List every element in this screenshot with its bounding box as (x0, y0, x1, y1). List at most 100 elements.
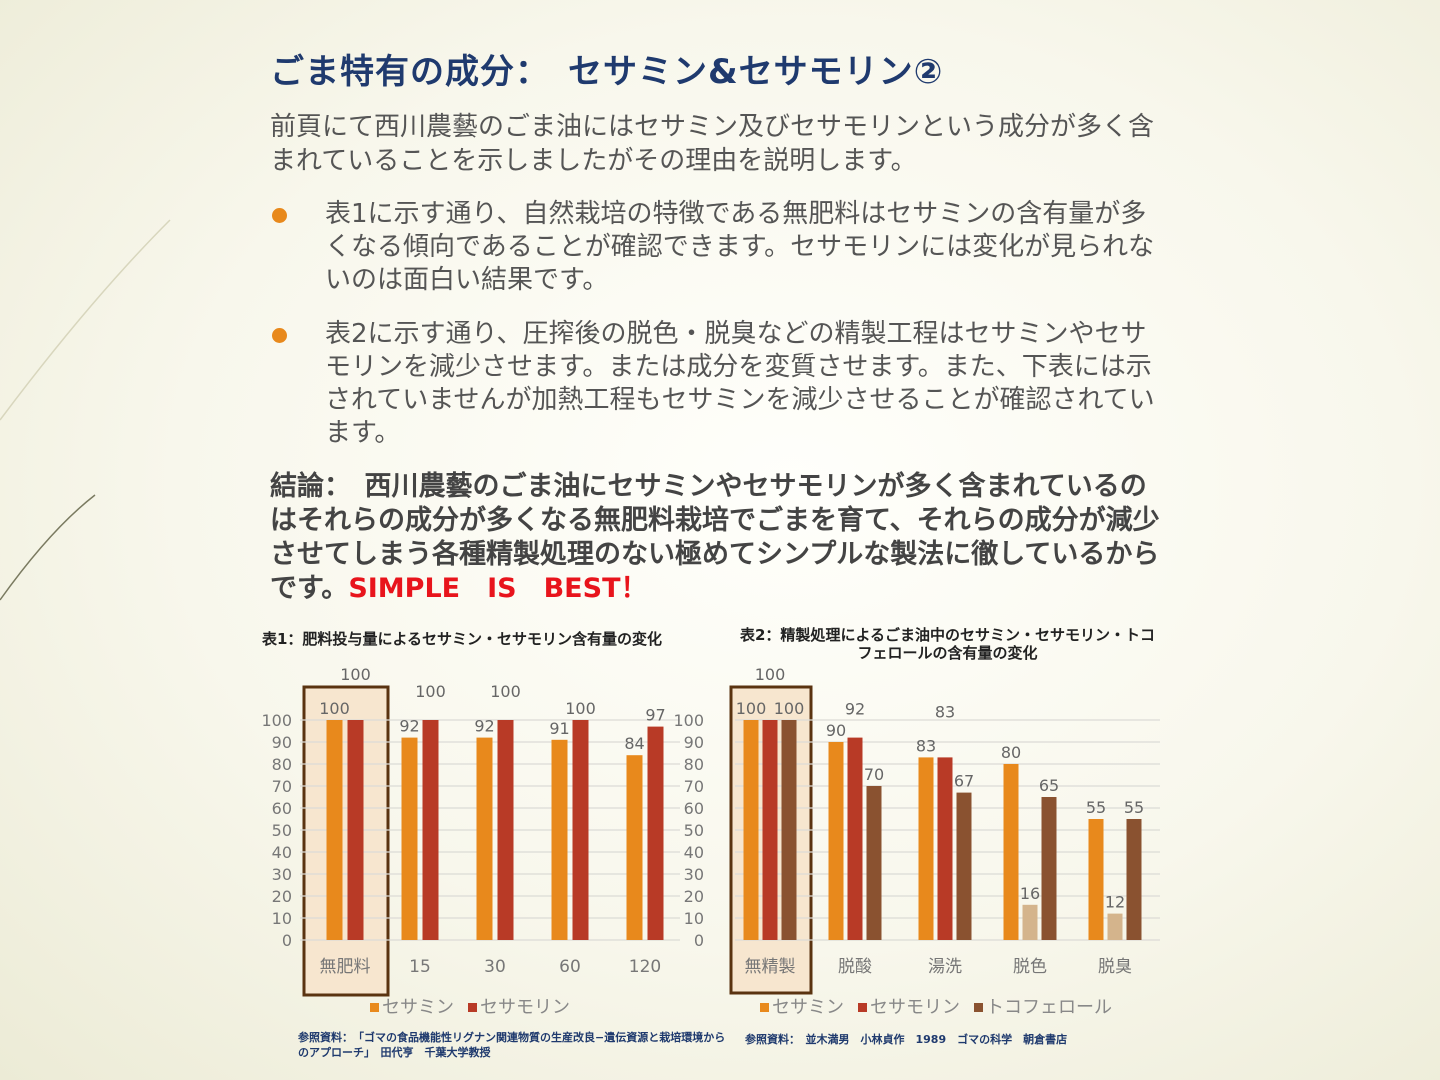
y-tick-label: 80 (272, 755, 292, 774)
bar-セサモリン-無肥料 (347, 720, 364, 940)
bar-セサミン-120 (626, 755, 643, 940)
bullet-1: 表1に示す通り、自然栽培の特徴である無肥料はセサミンの含有量が多くなる傾向である… (270, 198, 1170, 297)
y-tick-label: 100 (261, 711, 292, 730)
y-tick-label: 30 (684, 865, 704, 884)
y-tick-label: 20 (684, 887, 704, 906)
bar-セサミン-無精製 (743, 720, 759, 940)
legend-label: セサモリン (870, 997, 960, 1018)
legend-swatch (760, 1003, 769, 1012)
y-tick-label: 50 (684, 821, 704, 840)
legend-label: セサミン (382, 997, 454, 1018)
data-label: 12 (1105, 893, 1125, 912)
slogan: SIMPLE IS BEST！ (348, 573, 648, 604)
x-tick-label: 脱臭 (1098, 957, 1132, 977)
data-label: 92 (474, 717, 494, 736)
x-tick-label: 60 (559, 957, 581, 977)
conclusion: 結論： 西川農藝のごま油にセサミンやセサモリンが多く含まれているのはそれらの成分… (270, 470, 1170, 606)
bar-セサモリン-湯洗 (937, 757, 953, 940)
x-tick-label: 無肥料 (320, 957, 371, 977)
bar-セサミン-60 (551, 739, 568, 940)
data-label: 100 (774, 699, 805, 718)
legend-label: セサモリン (480, 997, 570, 1018)
bar-セサミン-湯洗 (918, 757, 934, 940)
bullet-dot-icon (272, 208, 287, 223)
legend-swatch (370, 1003, 379, 1012)
y-tick-label: 90 (684, 733, 704, 752)
decorative-lines (0, 219, 171, 601)
y-tick-label: 40 (684, 843, 704, 862)
data-label: 100 (565, 699, 596, 718)
data-label: 100 (490, 682, 521, 701)
intro-text: 前頁にて西川農藝のごま油にはセサミン及びセサモリンという成分が多く含まれているこ… (270, 112, 1155, 176)
bar-セサモリン-60 (572, 720, 589, 940)
bar-トコフェロール-脱酸 (866, 786, 882, 940)
data-label: 55 (1124, 798, 1144, 817)
x-tick-label: 15 (409, 957, 431, 977)
bullet-text: 表2に示す通り、圧搾後の脱色・脱臭などの精製工程はセサミンやセサモリンを減少させ… (325, 319, 1155, 448)
data-label: 92 (845, 700, 865, 719)
y-tick-label: 0 (282, 931, 292, 950)
chart2-reference: 参照資料： 並木満男 小林貞作 1989 ゴマの科学 朝倉書店 (745, 1033, 1068, 1046)
data-label: 92 (399, 717, 419, 736)
bar-セサモリン-脱色 (1022, 904, 1038, 940)
legend-label: セサミン (772, 997, 844, 1018)
y-tick-label: 80 (684, 755, 704, 774)
bullet-dot-icon (272, 328, 287, 343)
legend-swatch (974, 1003, 983, 1012)
x-tick-label: 脱酸 (838, 957, 872, 977)
conclusion-text: 結論： 西川農藝のごま油にセサミンやセサモリンが多く含まれているのはそれらの成分… (270, 471, 1160, 604)
bar-セサミン-無肥料 (326, 720, 343, 940)
x-tick-label: 湯洗 (928, 957, 962, 977)
y-tick-label: 40 (272, 843, 292, 862)
x-tick-label: 120 (629, 957, 661, 977)
bar-セサモリン-30 (497, 720, 514, 940)
data-label: 65 (1039, 776, 1059, 795)
data-label: 100 (319, 699, 350, 718)
y-tick-label: 10 (272, 909, 292, 928)
bar-セサモリン-脱酸 (847, 737, 863, 940)
data-label: 91 (549, 719, 569, 738)
bar-セサミン-15 (401, 737, 418, 940)
bar-セサミン-30 (476, 737, 493, 940)
y-tick-label: 60 (272, 799, 292, 818)
chart1-reference: 参照資料： 「ゴマの食品機能性リグナン関連物質の生産改良−遺伝資源と栽培環境から… (298, 1031, 726, 1059)
bar-トコフェロール-脱臭 (1126, 819, 1142, 940)
data-label: 80 (1001, 743, 1021, 762)
data-label: 70 (864, 765, 884, 784)
legend-swatch (468, 1003, 477, 1012)
bar-セサミン-脱色 (1003, 764, 1019, 940)
legend-swatch (858, 1003, 867, 1012)
bar-トコフェロール-脱色 (1041, 797, 1057, 940)
bullet-2: 表2に示す通り、圧搾後の脱色・脱臭などの精製工程はセサミンやセサモリンを減少させ… (270, 318, 1170, 450)
bar-セサモリン-無精製 (762, 720, 778, 940)
x-tick-label: 30 (484, 957, 506, 977)
bar-セサモリン-120 (647, 726, 664, 940)
bar-セサミン-脱酸 (828, 742, 844, 940)
x-tick-label: 脱色 (1013, 957, 1047, 977)
y-tick-label: 30 (272, 865, 292, 884)
data-label: 100 (340, 665, 371, 684)
legend-label: トコフェロール (986, 997, 1112, 1018)
y-tick-label: 70 (684, 777, 704, 796)
data-label: 100 (736, 699, 767, 718)
y-tick-label: 0 (694, 931, 704, 950)
chart2-title: 表2：精製処理によるごま油中のセサミン・セサモリン・トコフェロールの含有量の変化 (740, 626, 1155, 662)
y-tick-label: 10 (684, 909, 704, 928)
data-label: 84 (624, 734, 644, 753)
bar-トコフェロール-湯洗 (956, 792, 972, 940)
bar-セサミン-脱臭 (1088, 819, 1104, 940)
y-tick-label: 90 (272, 733, 292, 752)
y-tick-label: 100 (673, 711, 704, 730)
bar-トコフェロール-無精製 (781, 720, 797, 940)
bar-セサモリン-15 (422, 720, 439, 940)
y-tick-label: 70 (272, 777, 292, 796)
y-tick-label: 50 (272, 821, 292, 840)
bullet-text: 表1に示す通り、自然栽培の特徴である無肥料はセサミンの含有量が多くなる傾向である… (325, 199, 1155, 295)
slide-title: ごま特有の成分： セサミン&セサモリン② (270, 52, 944, 92)
data-label: 100 (755, 665, 786, 684)
chart1-title: 表1：肥料投与量によるセサミン・セサモリン含有量の変化 (262, 630, 662, 648)
highlight-box-無肥料 (302, 685, 390, 997)
data-label: 83 (935, 702, 955, 721)
data-label: 83 (916, 736, 936, 755)
